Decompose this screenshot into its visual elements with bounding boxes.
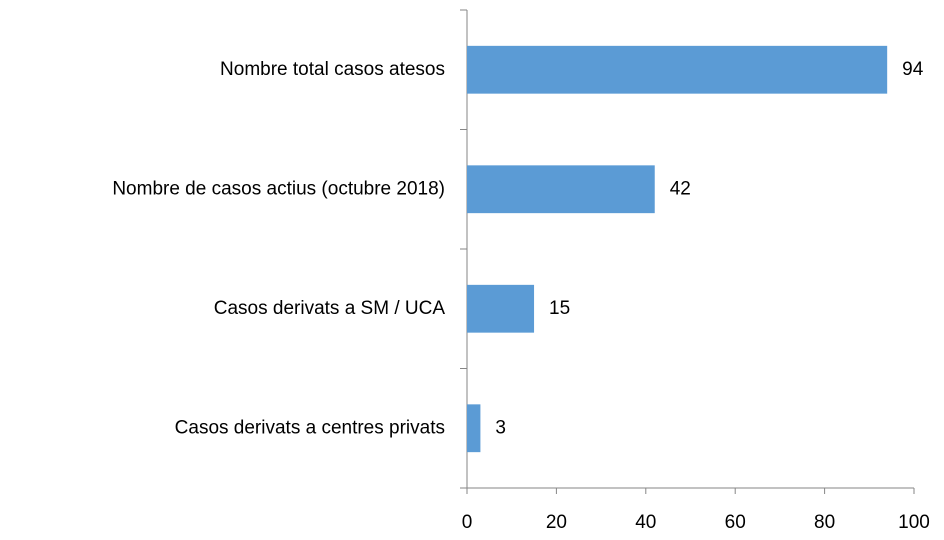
data-label: 42 <box>670 178 691 199</box>
data-label: 15 <box>549 298 570 319</box>
y-tick-label: Nombre de casos actius (octubre 2018) <box>112 178 445 199</box>
bar <box>467 165 655 214</box>
bar <box>467 284 535 333</box>
x-tick-label: 0 <box>462 512 473 533</box>
bar <box>467 404 481 453</box>
y-tick-label: Casos derivats a centres privats <box>175 417 445 438</box>
bar <box>467 45 888 94</box>
x-tick-label: 60 <box>725 512 746 533</box>
y-tick-label: Nombre total casos atesos <box>220 59 445 80</box>
x-tick-label: 20 <box>546 512 567 533</box>
y-tick-label: Casos derivats a SM / UCA <box>214 298 446 319</box>
x-tick-label: 100 <box>898 512 930 533</box>
data-label: 3 <box>495 417 506 438</box>
x-tick-label: 80 <box>814 512 835 533</box>
x-tick-label: 40 <box>635 512 656 533</box>
data-label: 94 <box>902 59 924 80</box>
